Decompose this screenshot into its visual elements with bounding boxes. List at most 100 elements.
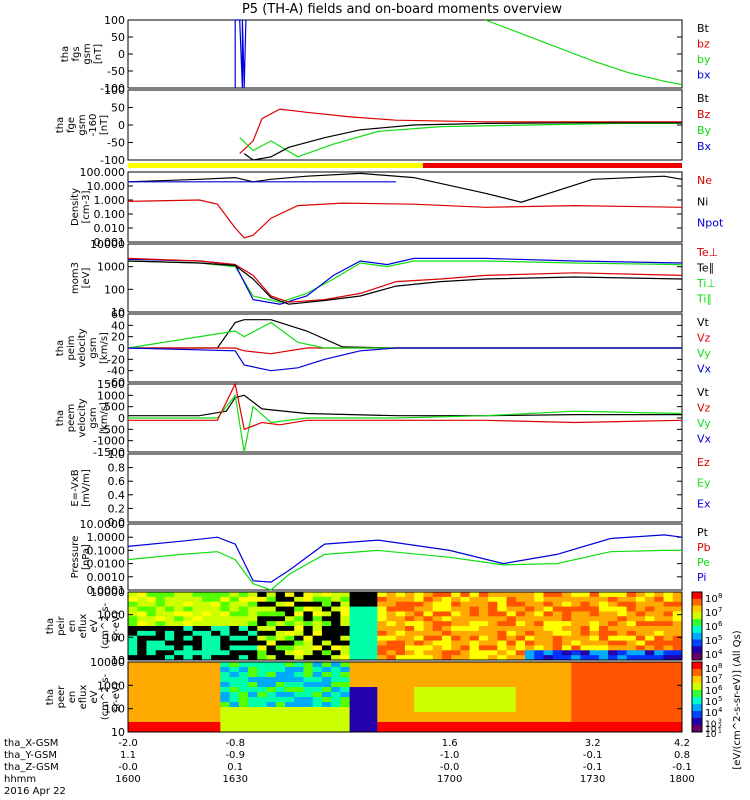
colorbar-segment xyxy=(692,697,702,705)
legend-density: NeNiNpot xyxy=(697,174,724,230)
spectrogram-cell xyxy=(350,636,360,641)
spectrogram-cell xyxy=(211,692,221,698)
spectrogram-cell xyxy=(516,616,526,621)
spectrogram-cell xyxy=(303,631,313,636)
spectrogram-cell xyxy=(627,677,637,683)
spectrogram-cell xyxy=(636,692,646,698)
spectrogram-cell xyxy=(230,707,240,713)
time-axis-value: 1800 xyxy=(669,774,694,785)
spectrogram-cell xyxy=(645,597,655,602)
legend-entry: Ni xyxy=(697,195,708,208)
spectrogram-cell xyxy=(276,602,286,607)
spectrogram-cell xyxy=(405,702,415,708)
spectrogram-cell xyxy=(303,707,313,713)
spectrogram-cell xyxy=(507,636,517,641)
spectrogram-cell xyxy=(562,607,572,612)
spectrogram-cell xyxy=(174,592,184,597)
spectrogram-cell xyxy=(534,636,544,641)
spectrogram-cell xyxy=(248,621,258,626)
spectrogram-cell xyxy=(359,592,369,597)
spectrogram-cell xyxy=(664,682,674,688)
spectrogram-cell xyxy=(617,616,627,621)
spectrogram-cell xyxy=(174,662,184,668)
spectrogram-cell xyxy=(544,672,554,678)
spectrogram-cell xyxy=(248,645,258,650)
spectrogram-cell xyxy=(405,667,415,673)
spectrogram-cell xyxy=(654,667,664,673)
spectrogram-cell xyxy=(174,636,184,641)
spectrogram-cell xyxy=(525,621,535,626)
spectrogram-cell xyxy=(599,667,609,673)
spectrogram-cell xyxy=(248,626,258,631)
spectrogram-cell xyxy=(183,672,193,678)
spectrogram-cell xyxy=(562,602,572,607)
spectrogram-cell xyxy=(654,645,664,650)
spectrogram-cell xyxy=(294,597,304,602)
spectrogram-cell xyxy=(553,722,563,728)
spectrogram-cell xyxy=(156,616,166,621)
spectrogram-cell xyxy=(340,682,350,688)
spectrogram-cell xyxy=(248,692,258,698)
spectrogram-cell xyxy=(525,687,535,693)
spectrogram-cell xyxy=(313,641,323,646)
spectrogram-cell xyxy=(571,631,581,636)
spectrogram-cell xyxy=(350,631,360,636)
spectrogram-cell xyxy=(230,722,240,728)
spectrogram-cell xyxy=(664,672,674,678)
spectrogram-cell xyxy=(553,641,563,646)
spectrogram-cell xyxy=(137,636,147,641)
spectrogram-cell xyxy=(516,602,526,607)
spectrogram-cell xyxy=(460,677,470,683)
spectrogram-cell xyxy=(442,702,452,708)
spectrogram-cell xyxy=(239,611,249,616)
spectrogram-cell xyxy=(525,650,535,655)
colorbar-tick-exponent: 4 xyxy=(718,648,723,656)
spectrogram-cell xyxy=(183,592,193,597)
spectrogram-cell xyxy=(553,672,563,678)
spectrogram-cell xyxy=(331,621,341,626)
spectrogram-cell xyxy=(507,597,517,602)
spectrogram-cell xyxy=(433,722,443,728)
spectrogram-cell xyxy=(497,641,507,646)
spectrogram-cell xyxy=(183,602,193,607)
spectrogram-cell xyxy=(322,687,332,693)
spectrogram-cell xyxy=(553,662,563,668)
spectrogram-cell xyxy=(414,672,424,678)
spectrogram-cell xyxy=(442,616,452,621)
spectrogram-cell xyxy=(608,645,618,650)
spectrogram-cell xyxy=(248,672,258,678)
spectrogram-cell xyxy=(460,722,470,728)
panel-peim: 6040200-20-40-60tha peim velocity gsm [km/s]… xyxy=(55,308,712,389)
spectrogram-cell xyxy=(396,687,406,693)
spectrogram-cell xyxy=(617,722,627,728)
spectrogram-cell xyxy=(553,692,563,698)
spectrogram-cell xyxy=(405,677,415,683)
legend-entry: Te⊥ xyxy=(696,246,718,259)
spectrogram-cell xyxy=(617,607,627,612)
spectrogram-cell xyxy=(128,712,138,718)
spectrogram-cell xyxy=(211,677,221,683)
spectrogram-cell xyxy=(146,697,156,703)
spectrogram-cell xyxy=(590,712,600,718)
spectrogram-cell xyxy=(580,636,590,641)
colorbar-tick-exponent: 7 xyxy=(718,673,722,681)
spectrogram-cell xyxy=(590,597,600,602)
spectrogram-cell xyxy=(525,682,535,688)
spectrogram-cell xyxy=(183,631,193,636)
spectrogram-cell xyxy=(220,662,230,668)
spectrogram-cell xyxy=(562,662,572,668)
spectrogram-cell xyxy=(211,667,221,673)
spectrogram-cell xyxy=(285,677,295,683)
spectrogram-cell xyxy=(239,645,249,650)
spectrogram-cell xyxy=(257,602,267,607)
spectrogram-cell xyxy=(276,607,286,612)
spectrogram-cell xyxy=(405,597,415,602)
spectrogram-cell xyxy=(165,692,175,698)
spectrogram-cell xyxy=(183,611,193,616)
spectrogram-cell xyxy=(479,621,489,626)
spectrogram-cell xyxy=(414,597,424,602)
spectrogram-cell xyxy=(211,631,221,636)
spectrogram-cell xyxy=(507,672,517,678)
spectrogram-cell xyxy=(460,682,470,688)
spectrogram-cell xyxy=(645,707,655,713)
